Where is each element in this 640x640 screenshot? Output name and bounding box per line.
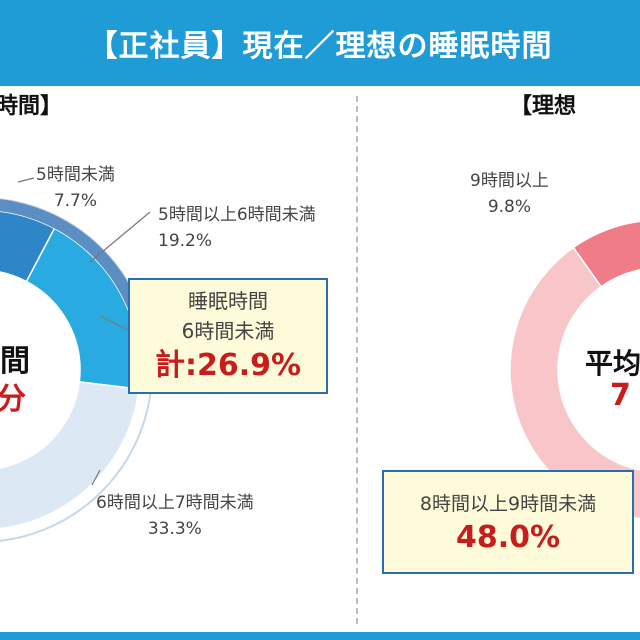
left-chart-heading: 時間】 [0, 94, 63, 119]
bottom-rule [0, 632, 640, 640]
right-slice-label-1: 9時間以上 9.8% [470, 168, 549, 220]
page-title: 【正社員】現在／理想の睡眠時間 [87, 29, 553, 64]
left-slice-label-2: 5時間以上6時間未満19.2% [158, 202, 328, 254]
slice-value: 7.7% [53, 191, 98, 211]
left-center-value: 分 [0, 382, 26, 417]
callout-line-1: 睡眠時間 [188, 289, 268, 313]
slice-value: 9.8% [487, 197, 532, 217]
left-center-label: 間 [0, 344, 30, 379]
right-donut-chart [509, 220, 640, 520]
left-slice-label-1: 5時間未満 7.7% [36, 162, 115, 214]
callout-total: 48.0% [455, 520, 561, 555]
callout-total: 計:26.9% [154, 348, 302, 383]
donut-hole [559, 271, 640, 469]
title-banner: 【正社員】現在／理想の睡眠時間 [0, 0, 640, 86]
donut-slice-3 [0, 381, 140, 530]
right-callout-box: 8時間以上9時間未満 48.0% [382, 470, 634, 574]
slice-name: 5時間未満 [36, 165, 115, 185]
callout-line-2: 6時間未満 [181, 319, 275, 343]
leader-line-3 [91, 469, 101, 486]
slice-name: 9時間以上 [470, 171, 549, 191]
right-center-value: 7 [610, 378, 631, 413]
slice-value: 33.3% [147, 519, 202, 539]
donut-hole [0, 273, 79, 467]
right-chart-heading: 【理想 [510, 94, 577, 119]
under-6h-band [0, 199, 152, 391]
right-center-label: 平均 [585, 347, 640, 380]
leader-line-1 [17, 177, 35, 183]
slice-name: 5時間以上6時間未満19.2% [158, 205, 316, 251]
section-divider [356, 96, 358, 624]
left-slice-label-3: 6時間以上7時間未満 33.3% [96, 490, 254, 542]
slice-value: 19.2% [158, 231, 213, 251]
leader-line-4 [99, 315, 129, 331]
left-callout-box: 睡眠時間 6時間未満 計:26.9% [128, 278, 328, 394]
callout-line-1: 8時間以上9時間未満 [419, 493, 597, 515]
leader-lines [17, 177, 151, 486]
leader-line-2 [89, 211, 151, 263]
slice-name: 6時間以上7時間未満 [96, 493, 254, 513]
